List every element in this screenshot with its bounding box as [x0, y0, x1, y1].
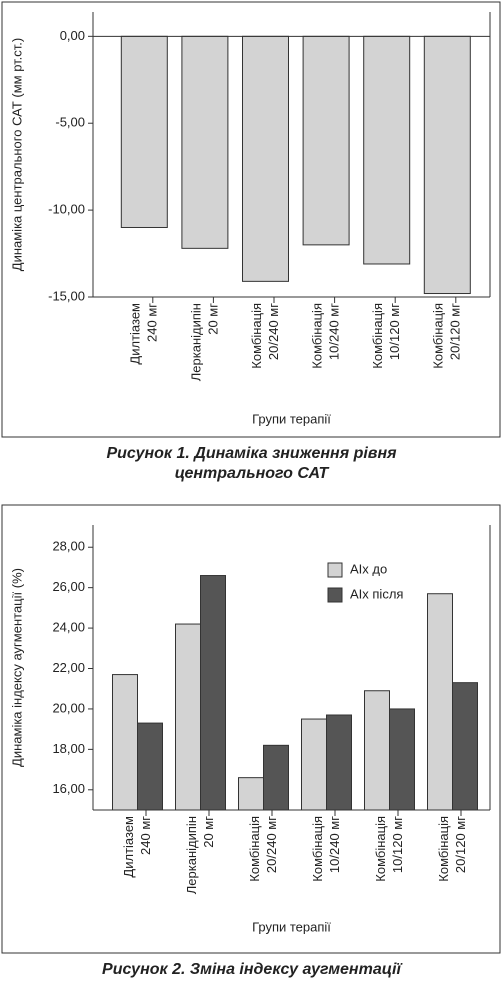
bar — [137, 722, 163, 811]
y-tick-label: 20,00 — [52, 700, 85, 715]
caption-box: Рисунок 1. Динаміка зниження рівня центр… — [0, 444, 503, 484]
x-tick-label: Комбінація — [431, 303, 446, 369]
x-tick-label: Комбінація — [247, 816, 262, 882]
y-tick-label: 16,00 — [52, 781, 85, 796]
bar — [120, 35, 168, 228]
bar — [263, 744, 289, 811]
x-tick-label: Комбінація — [310, 816, 325, 882]
bar — [427, 593, 453, 811]
x-tick-label: Лерканідипін — [188, 303, 203, 381]
x-tick-label: 20/120 мг — [448, 303, 463, 360]
x-tick-label: 240 мг — [145, 303, 160, 342]
caption: Рисунок 1. Динаміка зниження рівня центр… — [106, 445, 397, 482]
bar — [364, 690, 390, 811]
frame — [1, 504, 501, 954]
x-tick-label: 10/120 мг — [390, 816, 405, 873]
y-axis-label: Динаміка центрального САТ (мм рт.ст.) — [9, 38, 24, 271]
x-tick-label: 20 мг — [205, 303, 220, 335]
bar — [452, 682, 478, 811]
caption: Рисунок 2. Зміна індексу аугментації — [102, 961, 401, 978]
x-tick-label: Дилтіазем — [121, 816, 136, 878]
legend-label: AIx після — [350, 586, 403, 601]
bar — [181, 35, 229, 249]
chart: 0,00 -5,00 -10,00 -15,00 Дилтіазем 240 мг Лерк… — [1, 1, 501, 438]
y-axis-label: Динаміка індексу аугментації (%) — [9, 568, 24, 767]
y-tick-label: 28,00 — [52, 539, 85, 554]
bar — [363, 35, 411, 265]
bar — [200, 575, 226, 811]
x-tick-label: 20/240 мг — [266, 303, 281, 360]
y-tick-label: 0,00 — [60, 28, 85, 43]
bar — [389, 708, 415, 811]
x-tick-label: Лерканідипін — [184, 816, 199, 894]
legend-label: AIx до — [350, 561, 387, 576]
x-tick-label: 240 мг — [138, 816, 153, 855]
x-tick-label: 10/240 мг — [327, 303, 342, 360]
bar — [112, 674, 138, 811]
bar — [326, 714, 352, 811]
y-tick-label: 24,00 — [52, 620, 85, 635]
x-tick-label: Комбінація — [370, 303, 385, 369]
bar — [423, 35, 471, 295]
y-tick-label: -10,00 — [48, 202, 85, 217]
caption-box: Рисунок 2. Зміна індексу аугментації — [0, 960, 503, 980]
x-tick-label: 10/240 мг — [327, 816, 342, 873]
y-tick-label: 22,00 — [52, 660, 85, 675]
y-tick-label: 26,00 — [52, 579, 85, 594]
x-axis-label: Групи терапії — [252, 919, 331, 934]
legend-swatch — [327, 562, 343, 578]
bar — [238, 777, 264, 811]
x-tick-label: 20/120 мг — [453, 816, 468, 873]
x-tick-label: 20 мг — [201, 816, 216, 848]
bar — [301, 718, 327, 811]
y-tick-label: -5,00 — [55, 115, 85, 130]
x-tick-label: 10/120 мг — [387, 303, 402, 360]
bar — [242, 35, 289, 282]
legend-swatch — [327, 587, 343, 603]
frame — [1, 1, 501, 438]
y-tick-label: -15,00 — [48, 288, 85, 303]
bar — [302, 35, 350, 246]
bar — [175, 623, 201, 811]
y-tick-label: 18,00 — [52, 741, 85, 756]
x-axis-label: Групи терапії — [252, 411, 331, 426]
x-tick-label: 20/240 мг — [264, 816, 279, 873]
x-tick-label: Комбінація — [249, 303, 264, 369]
chart: 16,00 18,00 20,00 22,00 24,00 26,00 28,00 Дилті… — [1, 504, 501, 954]
x-tick-label: Дилтіазем — [128, 303, 143, 365]
x-tick-label: Комбінація — [310, 303, 325, 369]
x-tick-label: Комбінація — [373, 816, 388, 882]
x-tick-label: Комбінація — [436, 816, 451, 882]
